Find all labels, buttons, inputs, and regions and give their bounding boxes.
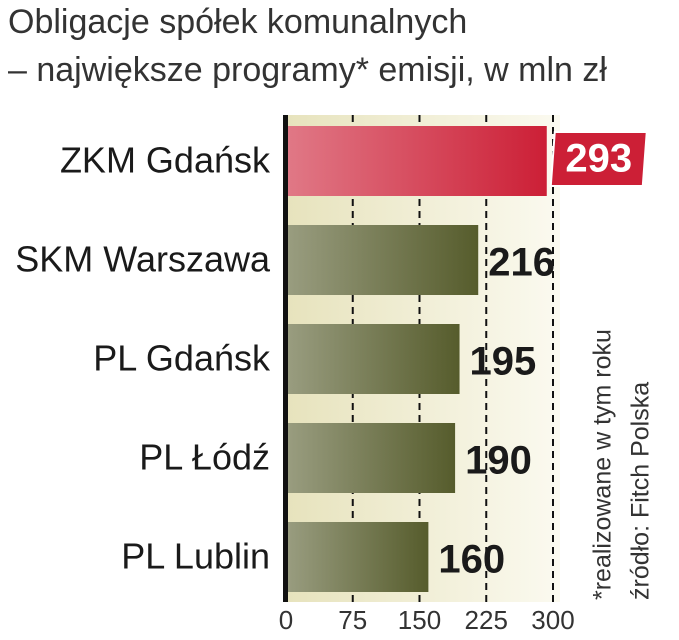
value-label: 190 bbox=[465, 439, 532, 483]
category-label: PL Łódź bbox=[139, 437, 270, 478]
x-tick-label: 0 bbox=[279, 605, 293, 635]
category-label: PL Gdańsk bbox=[93, 338, 271, 379]
category-label: PL Lublin bbox=[121, 536, 270, 577]
value-label: 216 bbox=[488, 241, 555, 285]
bar bbox=[286, 324, 460, 394]
value-label: 293 bbox=[565, 137, 632, 181]
x-tick-label: 225 bbox=[465, 605, 508, 635]
x-tick-label: 75 bbox=[338, 605, 367, 635]
category-label: SKM Warszawa bbox=[15, 239, 271, 280]
value-label: 195 bbox=[470, 340, 537, 384]
value-label: 160 bbox=[438, 538, 505, 582]
bar bbox=[286, 522, 429, 592]
bar bbox=[286, 423, 456, 493]
y-axis-line bbox=[283, 115, 288, 602]
note: źródło: Fitch Polska bbox=[627, 382, 655, 600]
bar bbox=[286, 225, 479, 295]
x-tick-label: 300 bbox=[531, 605, 574, 635]
bar bbox=[286, 126, 547, 196]
chart-subtitle: – największe programy* emisji, w mln zł bbox=[8, 51, 607, 89]
chart-title: Obligacje spółek komunalnych bbox=[8, 3, 467, 41]
value-badge bbox=[549, 131, 648, 187]
category-label: ZKM Gdańsk bbox=[60, 140, 271, 181]
x-tick-label: 150 bbox=[398, 605, 441, 635]
note: *realizowane w tym roku bbox=[589, 329, 617, 600]
